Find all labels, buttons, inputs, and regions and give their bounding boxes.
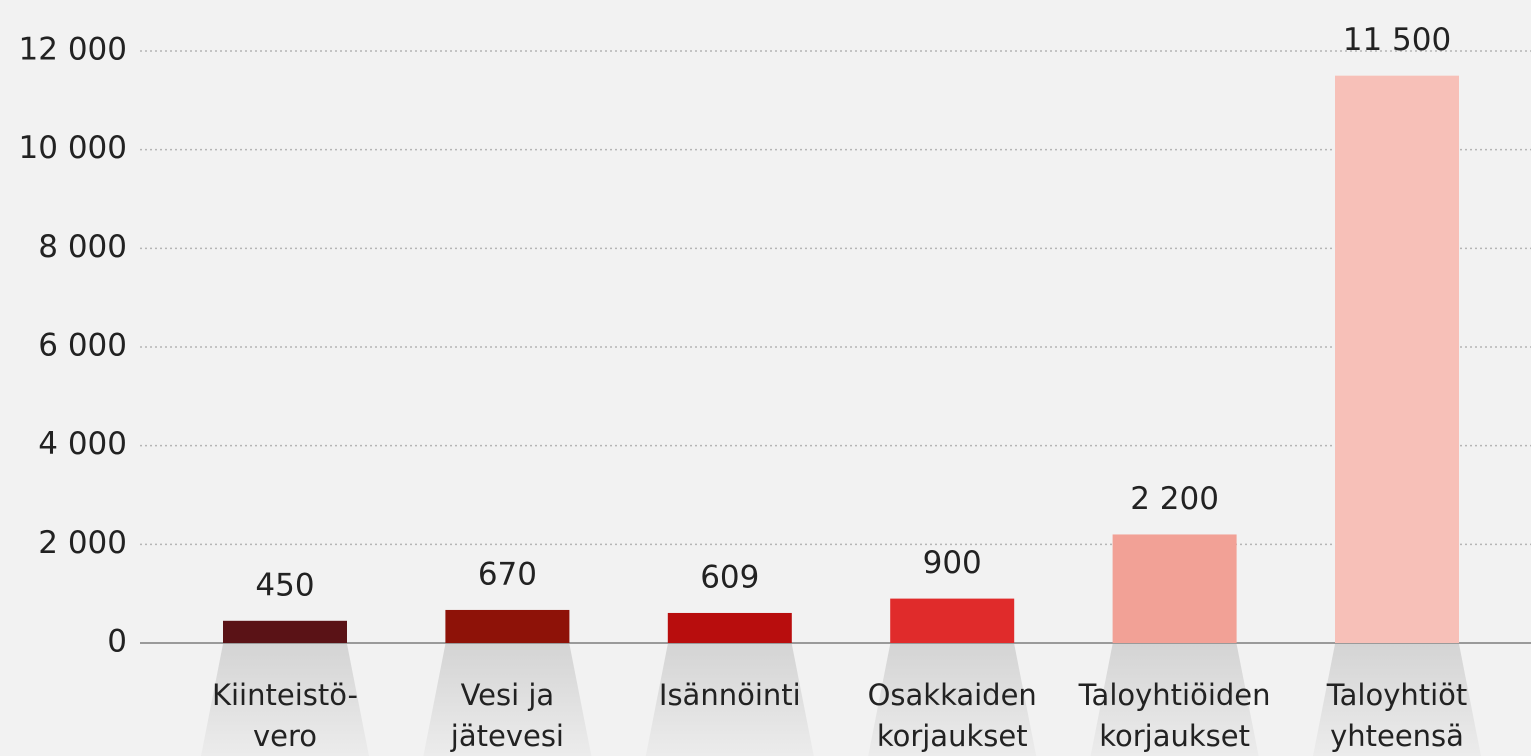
bar (1112, 534, 1237, 643)
y-tick-label: 2 000 (38, 525, 127, 561)
bar (667, 612, 792, 643)
value-label: 609 (700, 559, 759, 595)
x-tick-label: korjaukset (1099, 719, 1250, 753)
x-tick-label: Kiinteistö- (212, 678, 358, 712)
x-tick-label: yhteensä (1330, 719, 1464, 753)
y-tick-label: 0 (107, 624, 127, 660)
y-tick-label: 8 000 (38, 229, 127, 265)
value-label: 670 (478, 556, 537, 592)
x-tick-label: Osakkaiden (868, 678, 1037, 712)
bar (223, 620, 347, 643)
x-tick-label: jätevesi (450, 719, 564, 753)
bar-shadow (1313, 644, 1481, 756)
x-tick-label: vero (253, 719, 317, 753)
bar-shadow (423, 644, 592, 756)
value-label: 11 500 (1343, 22, 1451, 58)
bar (890, 598, 1015, 643)
y-tick-label: 12 000 (19, 32, 127, 68)
y-tick-label: 6 000 (38, 328, 127, 364)
value-label: 2 200 (1130, 481, 1219, 517)
x-tick-label: korjaukset (877, 719, 1028, 753)
x-tick-label: Taloyhtiöiden (1078, 678, 1271, 712)
bar (1335, 75, 1459, 643)
bar (445, 609, 570, 643)
bar-shadow (1090, 644, 1259, 756)
y-tick-label: 10 000 (19, 130, 127, 166)
x-tick-label: Vesi ja (461, 678, 555, 712)
value-label: 450 (255, 567, 314, 603)
bar-shadow (868, 644, 1037, 756)
x-tick-label: Isännöinti (659, 678, 801, 712)
y-tick-label: 4 000 (38, 426, 127, 462)
bar-shadow (201, 644, 369, 756)
value-label: 900 (923, 545, 982, 581)
x-tick-label: Taloyhtiöt (1326, 678, 1468, 712)
bar-shadow (645, 644, 814, 756)
